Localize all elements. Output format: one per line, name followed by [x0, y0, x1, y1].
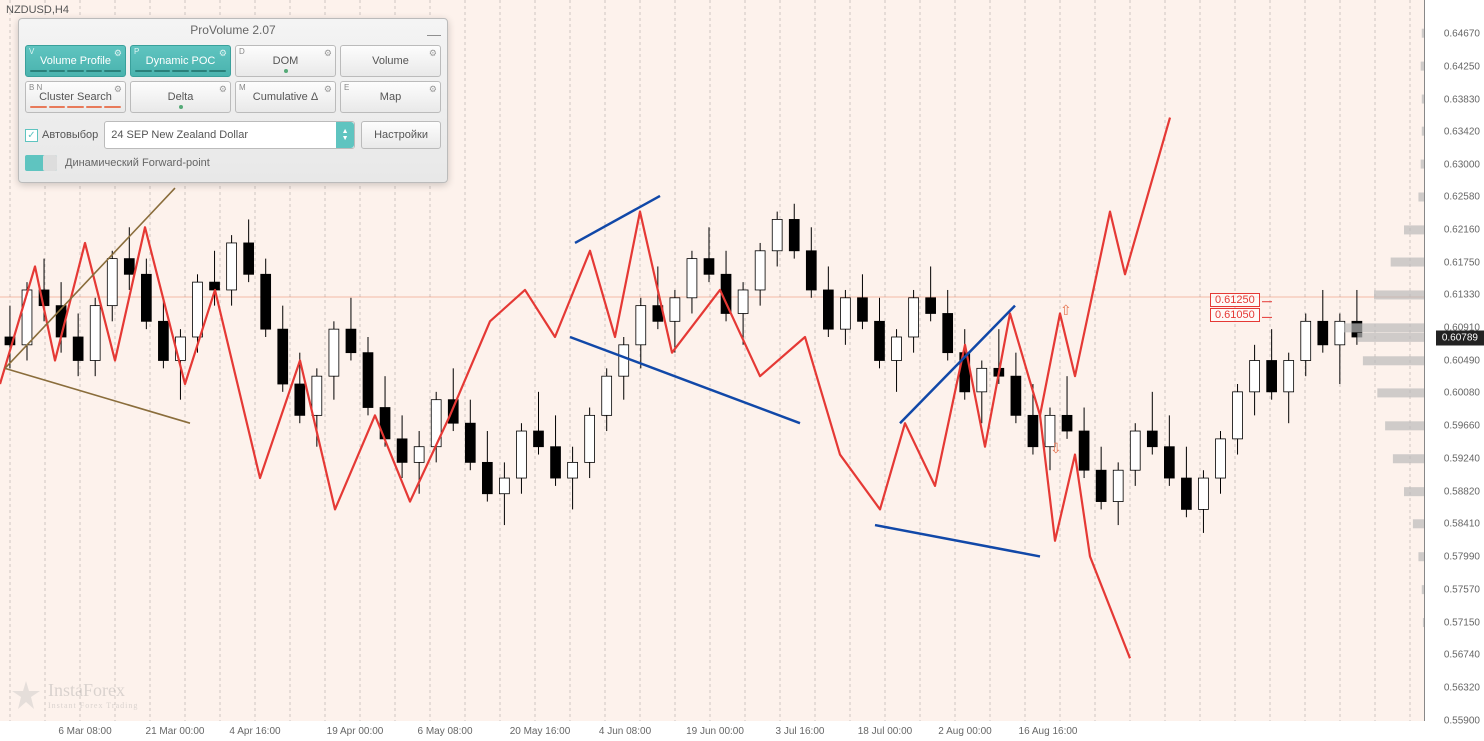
- corner-letter: E: [344, 83, 349, 92]
- current-price-badge: 0.60789: [1436, 330, 1484, 345]
- y-axis-label: 0.60080: [1444, 388, 1480, 399]
- forward-point-toggle[interactable]: [25, 155, 57, 171]
- gear-icon[interactable]: ⚙: [114, 84, 122, 95]
- panel-title: ProVolume 2.07: [190, 23, 275, 37]
- panel-btn-dynamic-poc[interactable]: P ⚙Dynamic POC: [130, 45, 231, 77]
- autoselect-label: Автовыбор: [42, 129, 98, 141]
- settings-button[interactable]: Настройки: [361, 121, 441, 149]
- panel-btn-cumulative-[interactable]: M ⚙ Cumulative Δ: [235, 81, 336, 113]
- minimize-icon[interactable]: —: [427, 23, 441, 45]
- gear-icon[interactable]: ⚙: [114, 48, 122, 59]
- x-axis-label: 3 Jul 16:00: [776, 726, 825, 737]
- corner-letter: D: [239, 47, 245, 56]
- x-axis-label: 6 Mar 08:00: [58, 726, 111, 737]
- x-axis-label: 19 Jun 00:00: [686, 726, 744, 737]
- y-axis-label: 0.62160: [1444, 225, 1480, 236]
- forecast-down-icon: ⇩: [1050, 440, 1062, 457]
- y-axis-label: 0.59660: [1444, 421, 1480, 432]
- y-axis-label: 0.63830: [1444, 94, 1480, 105]
- watermark-brand: InstaForex: [48, 680, 125, 700]
- y-axis-label: 0.56740: [1444, 650, 1480, 661]
- panel-btn-volume-profile[interactable]: V ⚙Volume Profile: [25, 45, 126, 77]
- y-axis-label: 0.56320: [1444, 683, 1480, 694]
- x-axis-label: 4 Jun 08:00: [599, 726, 651, 737]
- x-axis-label: 4 Apr 16:00: [229, 726, 280, 737]
- panel-btn-label: DOM: [273, 55, 299, 67]
- panel-btn-label: Volume: [372, 55, 409, 67]
- x-axis: 6 Mar 08:00 21 Mar 00:00 4 Apr 16:00 19 Apr…: [0, 721, 1424, 741]
- panel-btn-label: Delta: [168, 91, 194, 103]
- panel-button-grid: V⚙Volume ProfileP⚙Dynamic POCD⚙DOM⚙Volum…: [19, 41, 447, 117]
- y-axis-label: 0.64250: [1444, 61, 1480, 72]
- forecast-up-icon: ⇧: [1060, 302, 1072, 319]
- y-axis-label: 0.55900: [1444, 716, 1480, 727]
- y-axis-label: 0.61750: [1444, 257, 1480, 268]
- x-axis-label: 21 Mar 00:00: [146, 726, 205, 737]
- corner-letter: P: [134, 47, 139, 56]
- gear-icon[interactable]: ⚙: [429, 48, 437, 59]
- corner-letter: V: [29, 47, 34, 56]
- gear-icon[interactable]: ⚙: [324, 48, 332, 59]
- y-axis-label: 0.63420: [1444, 126, 1480, 137]
- panel-btn-label: Volume Profile: [40, 55, 111, 67]
- contract-value: 24 SEP New Zealand Dollar: [111, 129, 248, 141]
- gear-icon[interactable]: ⚙: [324, 84, 332, 95]
- gear-icon[interactable]: ⚙: [219, 84, 227, 95]
- panel-btn-volume[interactable]: ⚙ Volume: [340, 45, 441, 77]
- gear-icon[interactable]: ⚙: [429, 84, 437, 95]
- price-level-label: 0.61050: [1210, 308, 1260, 322]
- y-axis: 0.64670 0.64250 0.63830 0.63420 0.63000 0.625…: [1424, 0, 1484, 721]
- y-axis-label: 0.57570: [1444, 585, 1480, 596]
- check-icon: ✓: [25, 129, 38, 142]
- y-axis-label: 0.58820: [1444, 487, 1480, 498]
- watermark: InstaForex Instant Forex Trading: [10, 679, 138, 711]
- autoselect-checkbox[interactable]: ✓ Автовыбор: [25, 129, 98, 142]
- y-axis-label: 0.59240: [1444, 454, 1480, 465]
- x-axis-label: 2 Aug 00:00: [938, 726, 991, 737]
- x-axis-label: 6 May 08:00: [417, 726, 472, 737]
- contract-select[interactable]: 24 SEP New Zealand Dollar ▲▼: [104, 121, 355, 149]
- panel-btn-dom[interactable]: D ⚙ DOM: [235, 45, 336, 77]
- panel-btn-map[interactable]: E ⚙ Map: [340, 81, 441, 113]
- panel-btn-label: Cluster Search: [39, 91, 112, 103]
- corner-letter: M: [239, 83, 246, 92]
- symbol-label: NZDUSD,H4: [6, 4, 69, 16]
- instaforex-logo-icon: [10, 679, 42, 711]
- panel-btn-cluster-search[interactable]: B N ⚙Cluster Search: [25, 81, 126, 113]
- provolume-panel[interactable]: ProVolume 2.07 — V⚙Volume ProfileP⚙Dynam…: [18, 18, 448, 183]
- y-axis-label: 0.57990: [1444, 552, 1480, 563]
- forward-point-label: Динамический Forward-point: [65, 157, 210, 169]
- corner-letter: B N: [29, 83, 42, 92]
- y-axis-label: 0.57150: [1444, 618, 1480, 629]
- price-level-label: 0.61250: [1210, 293, 1260, 307]
- panel-btn-delta[interactable]: ⚙ Delta: [130, 81, 231, 113]
- y-axis-label: 0.64670: [1444, 28, 1480, 39]
- chart-container: NZDUSD,H4 0.612500.61050 ⇧ ⇩ ProVolume 2.…: [0, 0, 1484, 741]
- y-axis-label: 0.62580: [1444, 192, 1480, 203]
- volume-profile: [1344, 0, 1424, 721]
- watermark-sub: Instant Forex Trading: [48, 701, 138, 710]
- panel-btn-label: Cumulative Δ: [253, 91, 318, 103]
- spinner-icon[interactable]: ▲▼: [336, 122, 354, 148]
- chart-area[interactable]: NZDUSD,H4 0.612500.61050 ⇧ ⇩ ProVolume 2.…: [0, 0, 1424, 721]
- y-axis-label: 0.63000: [1444, 159, 1480, 170]
- panel-forward-row: Динамический Forward-point: [19, 153, 447, 177]
- y-axis-label: 0.60490: [1444, 356, 1480, 367]
- y-axis-label: 0.58410: [1444, 519, 1480, 530]
- y-axis-label: 0.61330: [1444, 290, 1480, 301]
- x-axis-label: 16 Aug 16:00: [1019, 726, 1078, 737]
- panel-contract-row: ✓ Автовыбор 24 SEP New Zealand Dollar ▲▼…: [19, 117, 447, 153]
- x-axis-label: 19 Apr 00:00: [327, 726, 384, 737]
- panel-btn-label: Map: [380, 91, 401, 103]
- panel-titlebar[interactable]: ProVolume 2.07 —: [19, 19, 447, 41]
- x-axis-label: 18 Jul 00:00: [858, 726, 913, 737]
- panel-btn-label: Dynamic POC: [146, 55, 216, 67]
- x-axis-label: 20 May 16:00: [510, 726, 571, 737]
- gear-icon[interactable]: ⚙: [219, 48, 227, 59]
